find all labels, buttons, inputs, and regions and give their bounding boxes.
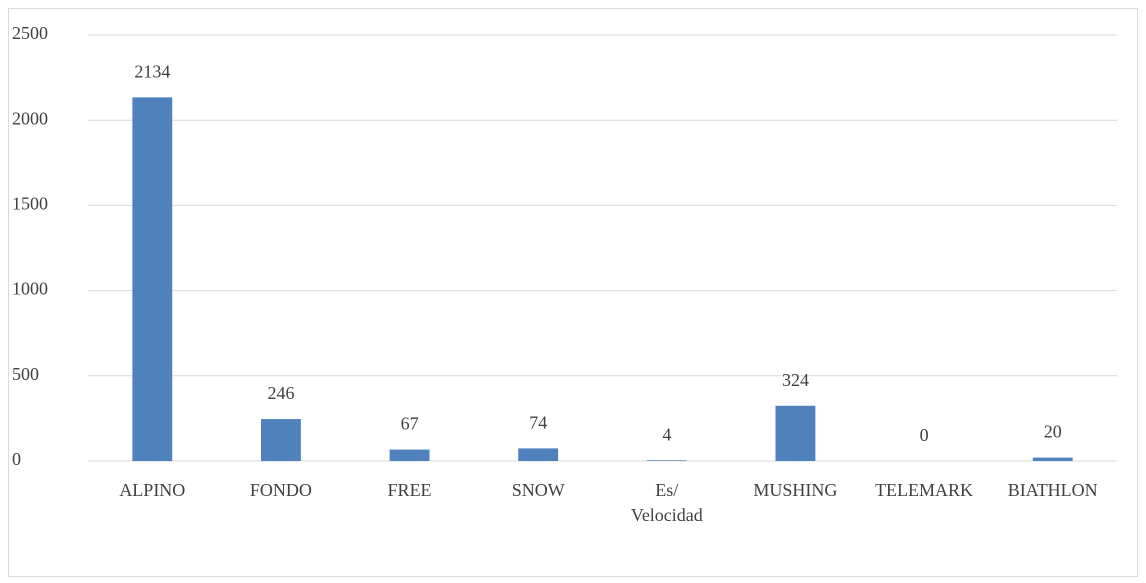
- x-tick-label: MUSHING: [753, 480, 837, 500]
- data-label: 67: [401, 414, 419, 434]
- y-tick-label: 0: [12, 449, 21, 469]
- chart-border: [8, 8, 1138, 577]
- x-tick-label: TELEMARK: [875, 480, 973, 500]
- bar: [132, 97, 173, 462]
- y-tick-label: 2500: [12, 23, 48, 43]
- data-label: 324: [782, 370, 809, 390]
- y-tick-label: 500: [12, 364, 39, 384]
- x-tick-label: SNOW: [512, 480, 565, 500]
- data-label: 74: [529, 413, 547, 433]
- y-tick-label: 2000: [12, 108, 48, 128]
- bar: [518, 448, 559, 461]
- data-label: 246: [267, 383, 294, 403]
- data-label: 4: [662, 424, 671, 444]
- data-label: 20: [1044, 422, 1062, 442]
- x-tick-label: FONDO: [250, 480, 312, 500]
- bar: [775, 405, 816, 461]
- bar: [1032, 457, 1073, 461]
- y-tick-label: 1000: [12, 279, 48, 299]
- bar: [389, 449, 430, 461]
- bar: [646, 460, 687, 461]
- data-label: 0: [920, 425, 929, 445]
- x-tick-label: ALPINO: [119, 480, 185, 500]
- bar: [261, 419, 301, 461]
- y-tick-label: 1500: [12, 194, 48, 214]
- x-tick-label: BIATHLON: [1008, 480, 1098, 500]
- x-tick-label: Es/Velocidad: [631, 480, 703, 525]
- data-label: 2134: [134, 61, 170, 81]
- x-tick-label: FREE: [388, 480, 432, 500]
